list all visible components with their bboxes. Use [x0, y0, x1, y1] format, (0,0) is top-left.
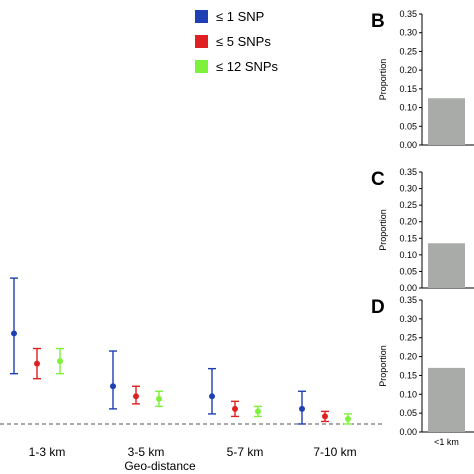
panel-label: C	[371, 169, 385, 190]
y-tick-label: 0.35	[399, 295, 417, 305]
y-tick-label: 0.00	[399, 140, 417, 150]
y-tick-label: 0.00	[399, 427, 417, 437]
data-point	[209, 393, 215, 400]
legend-label-12snps: ≤ 12 SNPs	[216, 59, 279, 74]
y-tick-label: 0.10	[399, 250, 417, 260]
panel-d: D Proportion 0.00 0.05 0.10 0.15 0.20 0.25 0.30 0…	[371, 295, 474, 447]
y-tick-label: 0.35	[399, 9, 417, 19]
y-axis-label: Proportion	[378, 345, 388, 387]
data-point	[255, 408, 261, 415]
data-point	[34, 360, 40, 367]
x-tick-label: 3-5 km	[128, 445, 165, 459]
data-point	[299, 405, 305, 412]
y-tick-label: 0.15	[399, 233, 417, 243]
x-tick-label: 7-10 km	[313, 445, 356, 459]
panel-c: C Proportion 0.00 0.05 0.10 0.15 0.20 0.25 0.30 0…	[371, 167, 474, 293]
legend-swatch-12snps	[195, 60, 208, 73]
y-tick-label: 0.05	[399, 408, 417, 418]
legend-label-5snps: ≤ 5 SNPs	[216, 34, 271, 49]
data-point	[110, 383, 116, 390]
x-tick-label: <1 km	[434, 437, 459, 447]
data-point	[345, 415, 351, 422]
x-tick-labels: 1-3 km 3-5 km 5-7 km 7-10 km	[29, 445, 357, 459]
data-point	[232, 405, 238, 412]
legend-swatch-1snp	[195, 10, 208, 23]
series-group	[10, 277, 352, 425]
y-tick-label: 0.30	[399, 184, 417, 194]
x-tick-label: 5-7 km	[227, 445, 264, 459]
y-tick-label: 0.15	[399, 84, 417, 94]
y-tick-label: 0.30	[399, 314, 417, 324]
data-point	[133, 393, 139, 400]
main-chart: 1-3 km 3-5 km 5-7 km 7-10 km Geo-distance	[0, 277, 385, 473]
y-tick-label: 0.20	[399, 352, 417, 362]
y-tick-label: 0.05	[399, 121, 417, 131]
data-point	[11, 330, 17, 337]
legend-swatch-5snps	[195, 35, 208, 48]
legend-label-1snp: ≤ 1 SNP	[216, 9, 264, 24]
bar	[428, 367, 465, 432]
y-tick-label: 0.20	[399, 217, 417, 227]
panel-label: D	[371, 297, 385, 318]
bar	[428, 243, 465, 288]
y-tick-label: 0.25	[399, 333, 417, 343]
data-point	[156, 395, 162, 402]
data-point	[322, 413, 328, 420]
y-tick-label: 0.10	[399, 103, 417, 113]
bar	[428, 98, 465, 145]
y-tick-label: 0.35	[399, 167, 417, 177]
y-tick-label: 0.25	[399, 200, 417, 210]
y-tick-label: 0.15	[399, 370, 417, 380]
data-point	[57, 358, 63, 365]
y-tick-label: 0.00	[399, 283, 417, 293]
panel-label: B	[371, 11, 385, 32]
x-axis-label: Geo-distance	[124, 459, 196, 473]
x-tick-label: 1-3 km	[29, 445, 66, 459]
legend: ≤ 1 SNP ≤ 5 SNPs ≤ 12 SNPs	[195, 9, 279, 74]
y-axis-label: Proportion	[378, 209, 388, 251]
y-axis-label: Proportion	[378, 59, 388, 101]
y-tick-label: 0.20	[399, 65, 417, 75]
y-tick-label: 0.30	[399, 28, 417, 38]
y-tick-label: 0.10	[399, 389, 417, 399]
panel-b: B Proportion 0.00 0.05 0.10 0.15 0.20 0.25 0.30 0…	[371, 9, 474, 150]
y-tick-label: 0.05	[399, 266, 417, 276]
y-tick-label: 0.25	[399, 46, 417, 56]
